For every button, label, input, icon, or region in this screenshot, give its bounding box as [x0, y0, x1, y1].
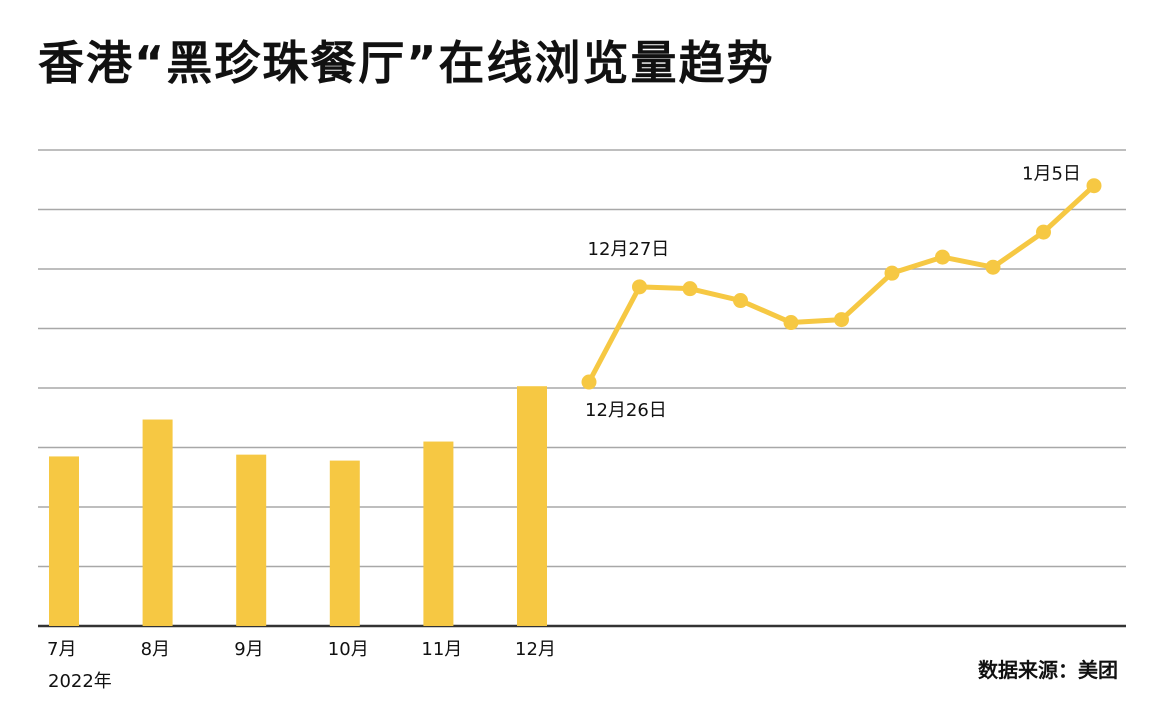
bar-series — [49, 386, 547, 626]
source-note: 数据来源：美团 — [978, 658, 1118, 682]
point-annotation: 1月5日 — [1022, 164, 1081, 185]
annotations: 12月26日 12月27日 1月5日 — [585, 164, 1081, 421]
line-point — [1086, 178, 1102, 194]
line-point — [935, 249, 950, 265]
x-tick-label: 12月 — [515, 639, 556, 660]
line-point — [733, 293, 748, 309]
line-point — [581, 374, 597, 390]
bar — [517, 386, 547, 626]
x-tick-labels: 7月 8月 9月 10月 11月 12月 — [47, 639, 556, 660]
line-series — [581, 178, 1102, 390]
x-tick-label: 9月 — [234, 639, 263, 660]
line-point — [1036, 224, 1051, 240]
line-point — [884, 265, 900, 281]
year-label: 2022年 — [48, 671, 112, 692]
gridlines — [38, 149, 1126, 628]
line-point — [783, 315, 799, 331]
bar — [142, 419, 173, 626]
bar — [423, 441, 454, 626]
bar — [49, 456, 79, 626]
trend-line — [586, 183, 1097, 385]
chart-title: 香港“黑珍珠餐厅”在线浏览量趋势 — [38, 36, 775, 90]
point-annotation: 12月26日 — [585, 400, 667, 421]
line-point — [632, 279, 647, 295]
line-point — [985, 259, 1001, 275]
x-tick-label: 10月 — [328, 639, 369, 660]
x-tick-label: 11月 — [421, 639, 462, 660]
x-tick-label: 7月 — [47, 639, 76, 660]
point-annotation: 12月27日 — [588, 239, 670, 260]
bar — [329, 460, 360, 626]
x-tick-label: 8月 — [141, 639, 170, 660]
bar — [236, 454, 267, 626]
line-point — [682, 281, 698, 297]
line-point — [834, 312, 849, 328]
